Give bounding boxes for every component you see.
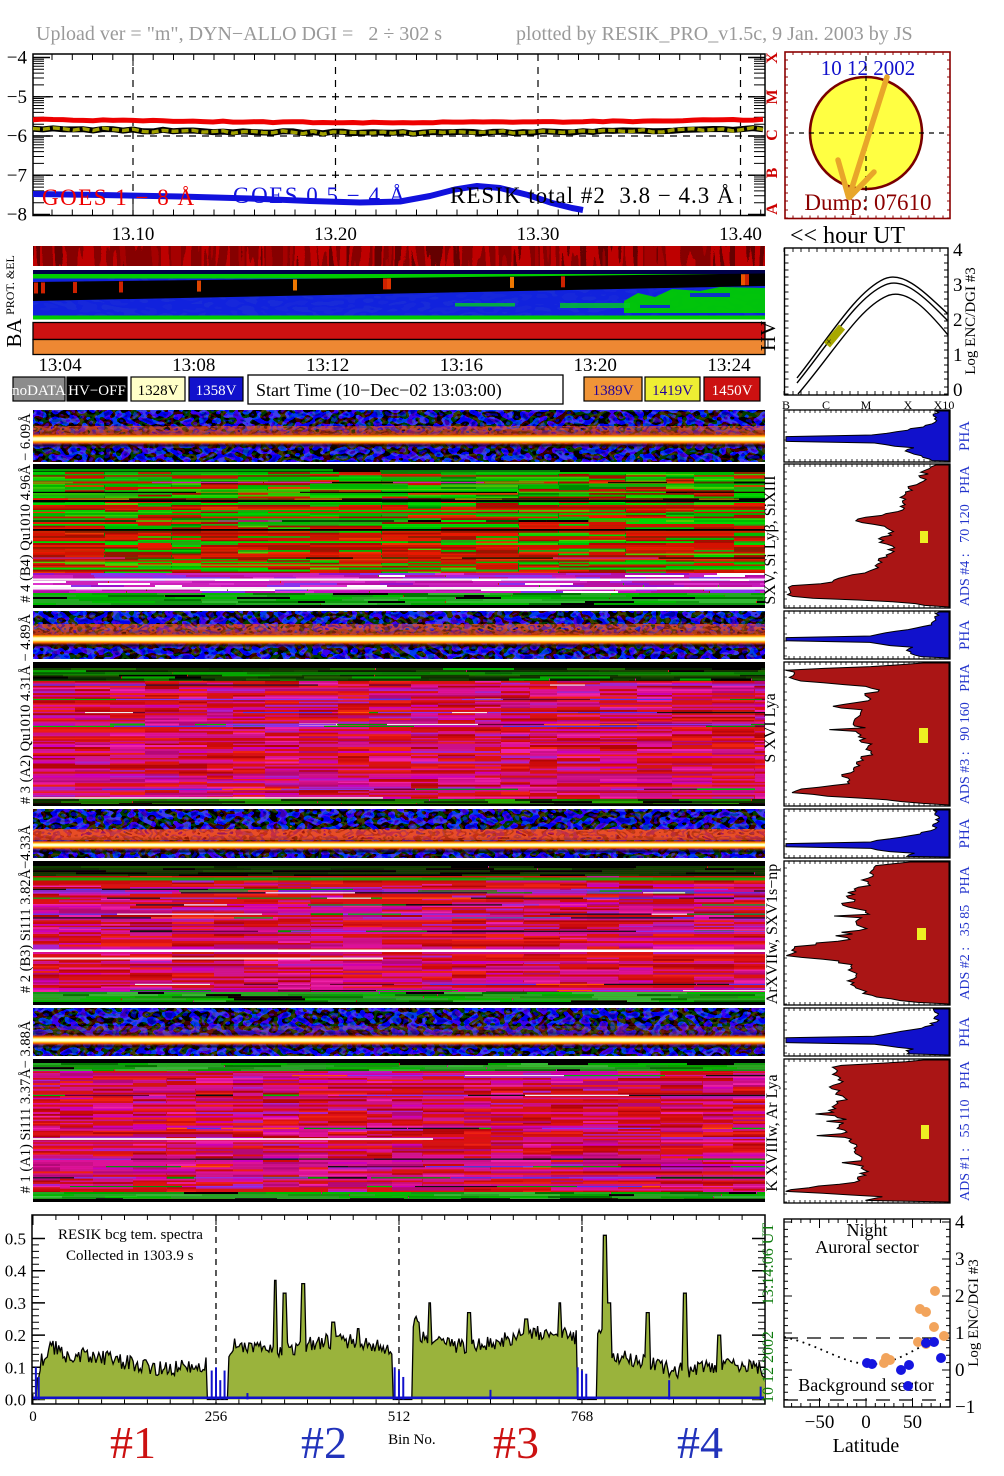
svg-text:2: 2 (953, 310, 963, 331)
svg-text:HV: HV (756, 321, 780, 351)
svg-text:Log ENC/DGI #3: Log ENC/DGI #3 (963, 267, 979, 375)
svg-text:×: × (826, 337, 832, 348)
svg-text:M: M (861, 398, 872, 412)
svg-text:Upload ver = "m", DYN−ALLO DGI: Upload ver = "m", DYN−ALLO DGI = 2 ÷ 302… (36, 23, 442, 45)
svg-text:1450V: 1450V (712, 383, 753, 399)
svg-text:BA: BA (2, 318, 26, 348)
svg-text:13:12: 13:12 (306, 355, 349, 376)
svg-text:13.30: 13.30 (517, 224, 560, 245)
svg-text:4: 4 (953, 240, 963, 261)
svg-text:−4: −4 (7, 48, 28, 69)
svg-text:C: C (764, 129, 781, 141)
svg-text:X10: X10 (934, 398, 955, 412)
svg-text:13:16: 13:16 (440, 355, 483, 376)
svg-text:M: M (764, 89, 781, 104)
svg-text:GOES 1 − 8 Å: GOES 1 − 8 Å (42, 185, 196, 210)
svg-text:B: B (764, 167, 781, 178)
svg-text:C: C (822, 398, 830, 412)
svg-text:13:04: 13:04 (38, 355, 82, 376)
svg-text:HV−OFF: HV−OFF (68, 383, 126, 399)
svg-text:<< hour UT: << hour UT (790, 223, 905, 249)
svg-text:13:08: 13:08 (172, 355, 215, 376)
svg-text:X: X (904, 398, 913, 412)
svg-text:13:20: 13:20 (574, 355, 617, 376)
svg-text:plotted by RESIK_PRO_v1.5c, 9: plotted by RESIK_PRO_v1.5c, 9 Jan. 2003 … (516, 23, 913, 45)
svg-text:3: 3 (953, 275, 963, 296)
svg-text:PROT. &EL: PROT. &EL (3, 255, 17, 315)
svg-text:A: A (764, 203, 781, 215)
svg-text:1389V: 1389V (593, 383, 634, 399)
svg-text:B: B (782, 398, 790, 412)
svg-text:13.40: 13.40 (719, 224, 762, 245)
svg-text:Start Time (10−Dec−02 13:03:00: Start Time (10−Dec−02 13:03:00) (256, 380, 502, 401)
svg-text:13.10: 13.10 (112, 224, 155, 245)
svg-text:RESIK total #2 3.8 − 4.3 Å: RESIK total #2 3.8 − 4.3 Å (450, 183, 735, 208)
svg-text:noDATA: noDATA (12, 383, 66, 399)
svg-text:−6: −6 (7, 126, 27, 147)
svg-text:0: 0 (953, 380, 963, 401)
svg-text:1419V: 1419V (652, 383, 693, 399)
svg-text:13:24: 13:24 (707, 355, 751, 376)
svg-text:1328V: 1328V (138, 383, 179, 399)
svg-text:Dump: 07610: Dump: 07610 (804, 190, 931, 215)
svg-text:−7: −7 (7, 165, 27, 186)
svg-text:1: 1 (953, 345, 963, 366)
svg-text:X: X (764, 52, 781, 64)
svg-text:GOES 0.5 − 4 Å: GOES 0.5 − 4 Å (233, 183, 407, 208)
svg-text:−8: −8 (7, 205, 27, 226)
svg-text:−5: −5 (7, 87, 27, 108)
svg-text:13.20: 13.20 (314, 224, 357, 245)
svg-text:1358V: 1358V (196, 383, 237, 399)
